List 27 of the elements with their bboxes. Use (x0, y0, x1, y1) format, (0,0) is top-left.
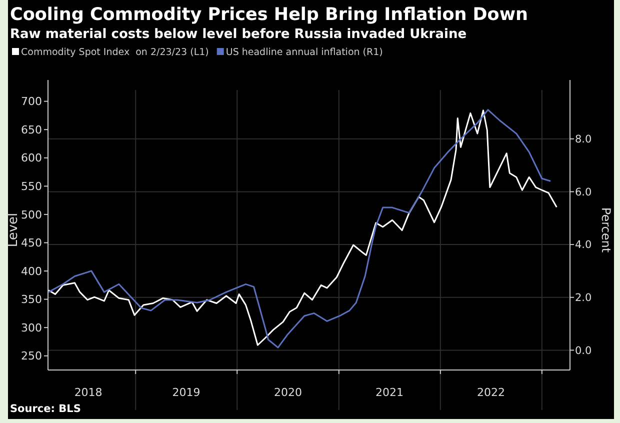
x-tick-label: 2022 (477, 386, 506, 399)
y-tick-label: 700 (21, 95, 42, 108)
y-tick-label: 400 (21, 264, 42, 278)
y2-tick-label: 4.0 (575, 239, 592, 252)
y-tick-label: 600 (21, 152, 42, 165)
legend-label: US headline annual inflation (R1) (226, 47, 383, 58)
y-tick-label: 450 (21, 236, 42, 250)
y-axis-title: Level (6, 212, 21, 248)
y2-tick-label: 2.0 (575, 292, 592, 304)
chart-subtitle: Raw material costs below level before Russia invaded Ukraine (10, 27, 467, 42)
source-note: Source: BLS (10, 403, 81, 415)
y-tick-label: 500 (21, 208, 42, 222)
y-tick-label: 250 (21, 350, 42, 363)
y2-axis-title: Percent (599, 207, 613, 253)
y-tick-label: 550 (21, 180, 42, 194)
y2-tick-label: 6.0 (575, 186, 592, 198)
y2-tick-label: 0.0 (575, 344, 592, 357)
chart-title: Cooling Commodity Prices Help Bring Inflation Down (10, 5, 528, 25)
x-tick-label: 2019 (172, 386, 200, 399)
y2-tick-label: 8.0 (575, 134, 592, 146)
y-tick-label: 350 (21, 293, 42, 306)
y-tick-label: 650 (21, 123, 42, 136)
x-tick-label: 2018 (74, 386, 102, 399)
legend-label: Commodity Spot Index on 2/23/23 (L1) (21, 47, 209, 58)
x-tick-label: 2021 (376, 386, 404, 399)
y-tick-label: 300 (21, 321, 42, 334)
x-tick-label: 2020 (274, 386, 302, 399)
